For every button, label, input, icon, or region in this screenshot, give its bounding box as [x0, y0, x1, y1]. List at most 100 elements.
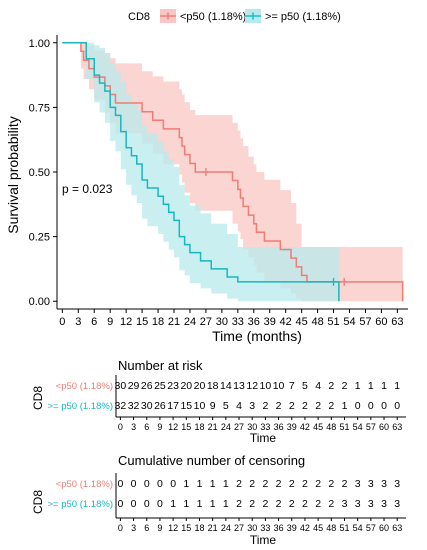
p-value-annotation: p = 0.023 [62, 182, 113, 196]
legend: CD8 <p50 (1.18%) >= p50 (1.18%) [128, 9, 341, 23]
table-x-tick-label: 21 [208, 422, 218, 432]
table-cell: 0 [157, 478, 163, 490]
x-tick-label: 63 [391, 316, 403, 328]
x-tick-label: 6 [91, 316, 97, 328]
table-x-tick-label: 51 [339, 422, 349, 432]
table-x-tick-label: 42 [300, 422, 310, 432]
table-x-tick-label: 30 [247, 422, 257, 432]
table-cell: 1 [394, 380, 400, 392]
table-cell: 1 [197, 478, 203, 490]
y-tick-label: 0.75 [29, 102, 50, 114]
table-cell: 0 [157, 498, 163, 510]
survival-curve-high [62, 42, 340, 302]
x-tick-label: 51 [327, 316, 339, 328]
table-cell: 2 [236, 498, 242, 510]
table-cell: 2 [328, 400, 334, 412]
table-x-tick-label: 27 [234, 422, 244, 432]
table-cell: 4 [315, 380, 321, 392]
table-x-tick-label: 21 [208, 523, 218, 533]
risk-table: <p50 (1.18%) 30 29 26 25 23 20 20 18 14 13 12 10 10 7 5… [48, 375, 406, 432]
x-tick-label: 30 [216, 316, 228, 328]
table-cell: 10 [194, 400, 206, 412]
table-x-tick-label: 54 [353, 422, 363, 432]
table-cell: 0 [144, 478, 150, 490]
table-cell: 7 [289, 380, 295, 392]
table-cell: 1 [355, 380, 361, 392]
y-tick-label: 0.00 [29, 296, 50, 308]
table-cell: 2 [328, 498, 334, 510]
x-axis-title: Time (months) [212, 328, 302, 344]
x-tick-label: 39 [264, 316, 276, 328]
table-x-tick-label: 15 [181, 523, 191, 533]
x-tick-label: 27 [200, 316, 212, 328]
table-cell: 30 [115, 380, 127, 392]
table-cell: 1 [342, 400, 348, 412]
x-tick-label: 15 [136, 316, 148, 328]
table-cell: 2 [328, 380, 334, 392]
censor-table-ylabel: CD8 [31, 490, 45, 514]
table-cell: 5 [223, 400, 229, 412]
table-x-tick-label: 0 [118, 523, 123, 533]
x-tick-label: 54 [343, 316, 355, 328]
x-tick-label: 0 [59, 316, 65, 328]
table-row-label: <p50 (1.18%) [56, 479, 113, 490]
table-x-tick-label: 33 [260, 523, 270, 533]
table-cell: 20 [194, 380, 206, 392]
table-cell: 3 [381, 478, 387, 490]
table-cell: 2 [315, 400, 321, 412]
table-x-tick-label: 36 [274, 422, 284, 432]
table-cell: 20 [180, 380, 192, 392]
table-cell: 1 [368, 380, 374, 392]
censor-marks [202, 168, 348, 286]
table-cell: 3 [381, 498, 387, 510]
table-cell: 2 [315, 478, 321, 490]
table-cell: 2 [249, 498, 255, 510]
table-x-tick-label: 63 [392, 523, 402, 533]
x-tick-label: 57 [359, 316, 371, 328]
table-cell: 3 [368, 478, 374, 490]
table-cell: 0 [170, 478, 176, 490]
x-tick-label: 42 [280, 316, 292, 328]
table-x-tick-label: 36 [274, 523, 284, 533]
x-tick-label: 9 [107, 316, 113, 328]
legend-title: CD8 [128, 11, 150, 23]
table-cell: 26 [141, 380, 153, 392]
table-x-tick-label: 60 [379, 422, 389, 432]
table-x-tick-label: 3 [131, 422, 136, 432]
table-cell: 29 [128, 380, 140, 392]
table-x-tick-label: 60 [379, 523, 389, 533]
x-tick-label: 12 [120, 316, 132, 328]
table-x-tick-label: 9 [157, 422, 162, 432]
table-cell: 0 [368, 400, 374, 412]
table-x-tick-label: 27 [234, 523, 244, 533]
table-cell: 3 [355, 478, 361, 490]
table-cell: 0 [117, 498, 123, 510]
table-cell: 12 [246, 380, 258, 392]
table-cell: 2 [262, 498, 268, 510]
table-row-label: >= p50 (1.18%) [48, 401, 114, 412]
x-tick-label: 21 [168, 316, 180, 328]
table-x-tick-label: 9 [157, 523, 162, 533]
table-cell: 2 [302, 400, 308, 412]
table-cell: 2 [262, 478, 268, 490]
table-x-tick-label: 45 [313, 422, 323, 432]
y-axis-title: Survival probability [5, 116, 21, 234]
table-cell: 14 [220, 380, 232, 392]
table-cell: 0 [394, 400, 400, 412]
table-cell: 2 [328, 478, 334, 490]
censor-table-title: Cumulative number of censoring [118, 453, 305, 468]
table-cell: 2 [315, 498, 321, 510]
table-x-tick-label: 54 [353, 523, 363, 533]
table-cell: 2 [262, 400, 268, 412]
x-tick-label: 45 [296, 316, 308, 328]
table-cell: 2 [302, 498, 308, 510]
table-cell: 13 [233, 380, 245, 392]
table-x-tick-label: 0 [118, 422, 123, 432]
table-cell: 0 [144, 498, 150, 510]
ci-band-high [62, 42, 339, 302]
table-cell: 1 [183, 498, 189, 510]
x-tick-label: 3 [75, 316, 81, 328]
legend-label-low: <p50 (1.18%) [180, 11, 246, 23]
